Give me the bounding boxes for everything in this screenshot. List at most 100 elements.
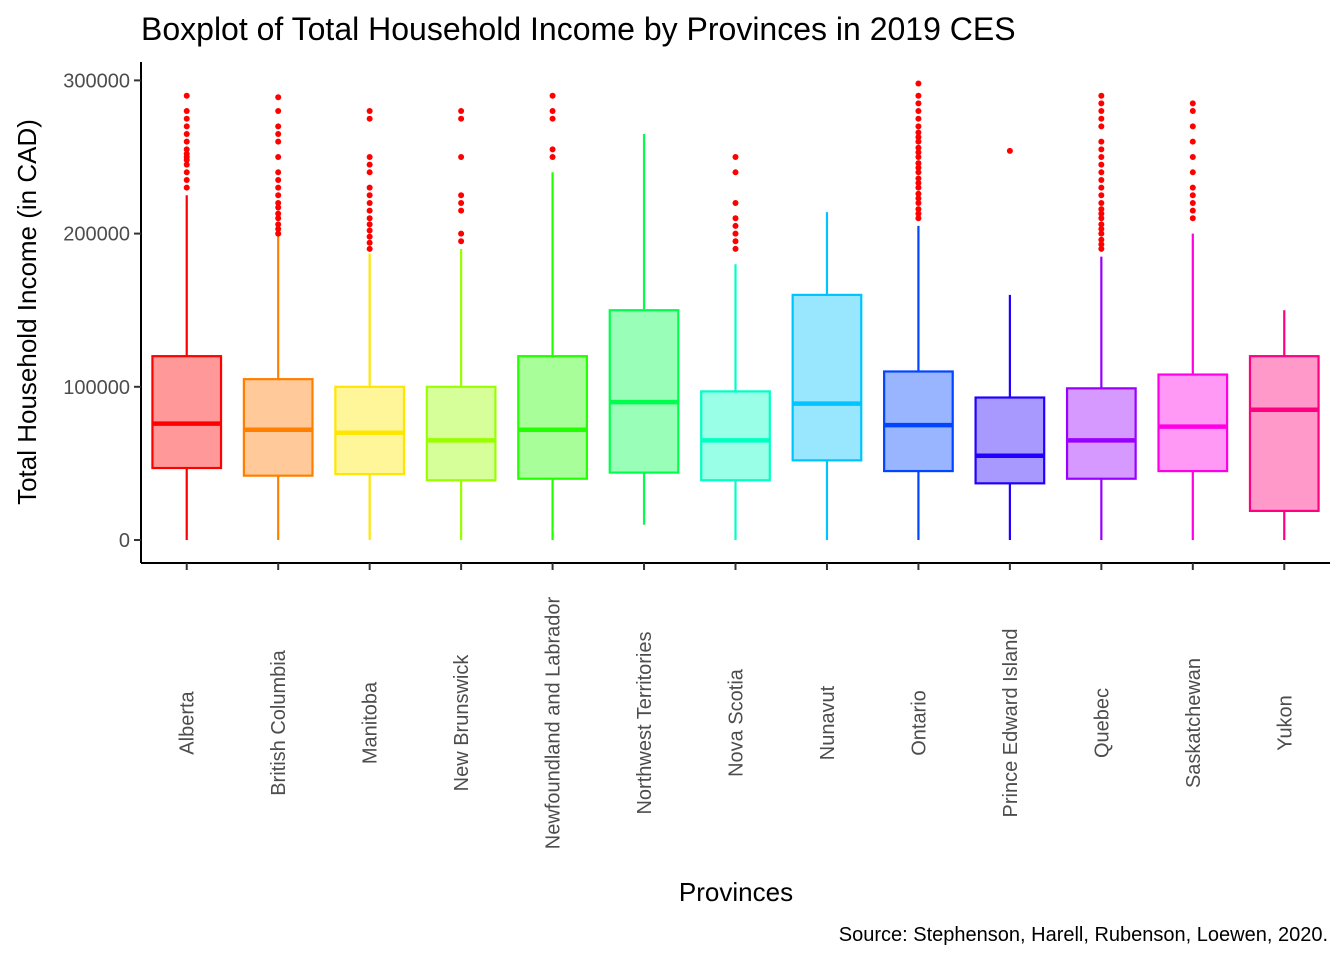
y-tick-label: 200000 (63, 224, 130, 246)
x-tick-label: Nunavut (817, 685, 839, 760)
outlier-point (366, 192, 373, 199)
outlier-point (915, 108, 922, 115)
outlier-point (915, 92, 922, 99)
box-northwest-territories (608, 134, 680, 525)
outlier-point (549, 108, 556, 115)
y-axis-title: Total Household Income (in CAD) (12, 119, 42, 505)
outlier-point (458, 230, 465, 237)
x-tick-label: Newfoundland and Labrador (543, 596, 565, 849)
outlier-point (1098, 210, 1105, 217)
outlier-point (1098, 115, 1105, 122)
iqr-box (334, 385, 406, 476)
outlier-point (1098, 138, 1105, 145)
outlier-point (1098, 236, 1105, 243)
outlier-point (1189, 123, 1196, 130)
y-tick-label: 300000 (63, 70, 130, 92)
outlier-point (366, 239, 373, 246)
outlier-point (458, 192, 465, 199)
y-axis: 0 100000 200000 300000 (63, 62, 142, 563)
x-tick-label: Quebec (1091, 688, 1113, 758)
outlier-point (915, 206, 922, 213)
outlier-point (1098, 226, 1105, 232)
outlier-point (1098, 123, 1105, 130)
outlier-point (732, 153, 739, 160)
iqr-box (974, 396, 1046, 485)
outlier-point (1189, 207, 1196, 214)
outlier-point (366, 184, 373, 191)
outlier-point (366, 215, 373, 222)
outlier-point (183, 161, 190, 168)
outlier-point (549, 92, 556, 99)
outlier-point (915, 210, 922, 217)
outlier-point (1098, 108, 1105, 115)
outlier-point (549, 146, 556, 153)
x-tick-label: Yukon (1274, 695, 1296, 751)
x-tick-label: New Brunswick (451, 654, 473, 792)
outlier-point (366, 161, 373, 168)
outlier-point (915, 129, 922, 136)
outlier-point (732, 215, 739, 222)
outlier-point (366, 227, 373, 234)
outlier-point (275, 169, 282, 176)
outlier-point (1098, 192, 1105, 199)
outlier-point (458, 108, 465, 115)
outlier-point (275, 204, 282, 211)
outlier-point (366, 221, 373, 228)
outlier-point (1098, 206, 1105, 213)
outlier-point (1189, 153, 1196, 160)
outlier-point (915, 138, 922, 145)
y-tick-label: 0 (119, 530, 130, 552)
iqr-box (1065, 387, 1137, 480)
outlier-point (275, 94, 282, 101)
outlier-point (915, 149, 922, 156)
x-tick-label: Nova Scotia (726, 668, 748, 777)
chart-caption: Source: Stephenson, Harell, Rubenson, Lo… (839, 924, 1328, 946)
outlier-point (183, 176, 190, 183)
outlier-point (275, 192, 282, 199)
outlier-point (275, 215, 282, 222)
outlier-point (915, 190, 922, 197)
iqr-box (151, 355, 223, 470)
x-axis: Alberta British Columbia Manitoba New Bruns… (141, 562, 1330, 849)
outlier-point (275, 230, 282, 237)
outlier-point (183, 115, 190, 122)
iqr-box (242, 378, 314, 477)
outlier-point (1098, 184, 1105, 191)
chart-title: Boxplot of Total Household Income by Pro… (141, 11, 1016, 47)
iqr-box (1248, 355, 1320, 513)
outlier-point (1189, 215, 1196, 222)
outlier-point (1189, 184, 1196, 191)
outlier-point (1189, 100, 1196, 107)
outlier-point (915, 80, 922, 87)
box-nunavut (791, 212, 863, 541)
box-newfoundland-and-labrador (517, 92, 588, 541)
box-quebec (1065, 92, 1137, 541)
outlier-point (1189, 108, 1196, 115)
box-saskatchewan (1157, 100, 1229, 541)
outlier-point (1098, 176, 1105, 183)
outlier-point (366, 233, 373, 240)
outlier-point (366, 108, 373, 115)
outlier-point (732, 169, 739, 176)
outlier-point (183, 169, 190, 176)
box-alberta (151, 92, 223, 541)
outlier-point (732, 238, 739, 245)
outlier-point (183, 184, 190, 191)
outlier-point (366, 169, 373, 176)
outlier-point (549, 153, 556, 160)
box-manitoba (334, 108, 406, 541)
outlier-point (1098, 215, 1105, 222)
outlier-point (1098, 100, 1105, 107)
x-tick-label: British Columbia (268, 649, 290, 795)
iqr-box (1157, 373, 1229, 473)
box-nova-scotia (700, 153, 771, 541)
outlier-point (915, 164, 922, 171)
outlier-point (1189, 192, 1196, 199)
box-ontario (883, 80, 954, 541)
outlier-point (915, 175, 922, 182)
outlier-point (915, 123, 922, 130)
outlier-point (1189, 169, 1196, 176)
outlier-point (183, 146, 190, 153)
outlier-point (1189, 199, 1196, 206)
outlier-point (915, 134, 922, 141)
